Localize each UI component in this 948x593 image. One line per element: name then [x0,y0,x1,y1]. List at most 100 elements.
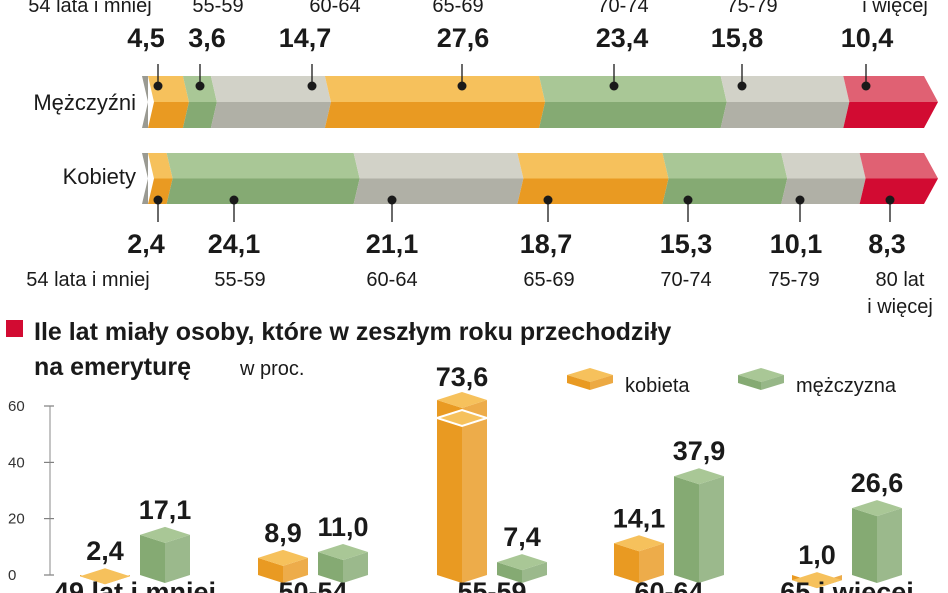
bar-segment-top-1-4 [662,153,788,179]
top-category-label-3: 65-69 [432,0,483,17]
value-label-1-4: 15,3 [660,229,713,259]
clip-break-marker-2 [433,408,491,428]
value-label-1-0: 2,4 [127,229,165,259]
bar-segment-top-0-4 [539,76,727,102]
bottom-category-label-4: 70-74 [660,269,711,291]
column-1-2 [497,554,547,583]
marker-dot-1-1 [229,195,239,205]
bar-segment-top-1-1 [166,153,360,179]
bar-segment-0-4 [539,102,727,128]
column-value-label-0-4: 1,0 [798,540,836,570]
top-category-label-4: 70-74 [597,0,648,17]
bar-segment-0-1 [182,102,217,128]
marker-dot-1-0 [153,195,163,205]
bottom-category-label-2: 60-64 [366,269,417,291]
marker-dot-0-4 [609,81,619,91]
column-value-label-1-2: 7,4 [503,522,541,552]
x-category-label-1: 50-54 [278,577,347,593]
marker-dot-1-2 [387,195,397,205]
column-1-1 [318,544,368,583]
column-value-label-1-4: 26,6 [851,468,904,498]
value-label-1-5: 10,1 [770,229,823,259]
bar-segment-top-1-3 [517,153,669,179]
bar-segment-0-5 [720,102,850,128]
value-label-1-2: 21,1 [366,229,419,259]
y-tick-label-2: 40 [8,454,25,471]
chart-title-line-1: na emeryturę [34,353,191,381]
marker-dot-1-5 [795,195,805,205]
value-label-0-5: 15,8 [711,23,764,53]
grouped-column-chart: Ile lat miały osoby, które w zeszłym rok… [6,318,914,593]
title-marker-square [6,320,23,337]
marker-dot-0-3 [457,81,467,91]
bar-segment-top-0-3 [324,76,546,102]
column-value-label-1-1: 11,0 [317,512,368,542]
top-category-label-1: 55-59 [192,0,243,17]
bar-segment-1-0 [148,178,173,204]
bar-segment-1-1 [166,178,360,204]
bar-end-cap-0 [142,76,148,128]
bar-segment-top-1-2 [353,153,524,179]
top-category-label-5: 75-79 [726,0,777,17]
column-value-label-0-0: 2,4 [86,536,124,566]
bottom-category-label-5: 75-79 [768,269,819,291]
value-label-0-2: 14,7 [279,23,332,53]
column-0-4 [792,572,842,589]
bar-segment-0-2 [210,102,331,128]
column-0-1 [258,549,308,583]
column-value-label-0-2: 73,6 [436,362,489,392]
value-label-0-6: 10,4 [841,23,894,53]
column-value-label-1-3: 37,9 [673,436,726,466]
top-category-label-6: i więcej [862,0,928,17]
bar-segment-0-6 [843,102,938,128]
stacked-bar-chart: Mężczyźni 4,5 3,6 14,7 27,6 23,4 15,8 10,4 Kobie… [26,0,938,318]
marker-dot-1-4 [683,195,693,205]
legend-swatch-kobieta [567,368,613,390]
bar-segment-top-0-0 [148,76,189,102]
x-category-label-3: 60-64 [634,577,703,593]
x-category-label-0: 49 lat i mniej [54,577,216,593]
bar-segment-1-3 [517,178,669,204]
bar-segment-0-3 [324,102,546,128]
value-label-1-6: 8,3 [868,229,906,259]
bar-segment-top-1-0 [148,153,173,179]
column-1-0 [140,526,190,583]
marker-dot-0-1 [195,81,205,91]
bar-segment-1-5 [781,178,866,204]
marker-dot-0-0 [153,81,163,91]
marker-dot-0-6 [861,81,871,91]
y-tick-label-0: 0 [8,567,16,584]
bar-segment-1-4 [662,178,788,204]
legend-label-mezczyzna: mężczyzna [796,375,897,397]
value-label-1-3: 18,7 [520,229,573,259]
value-label-0-0: 4,5 [127,23,165,53]
x-category-label-2: 55-59 [457,577,526,593]
column-1-3 [674,468,724,583]
column-0-2 [433,392,491,583]
row-label-0: Mężczyźni [33,90,136,115]
column-1-4 [852,500,902,583]
y-tick-label-3: 60 [8,398,25,415]
top-category-label-0: 54 lata i mniej [28,0,151,17]
marker-dot-1-6 [885,195,895,205]
bottom-category-label-6-1: i więcej [867,296,933,318]
marker-dot-0-5 [737,81,747,91]
row-label-1: Kobiety [63,164,136,189]
column-value-label-0-3: 14,1 [613,503,666,533]
bar-segment-1-6 [859,178,938,204]
column-0-3 [614,535,664,583]
column-value-label-0-1: 8,9 [264,518,302,548]
bar-segment-top-1-5 [781,153,866,179]
legend-label-kobieta: kobieta [625,375,690,397]
bar-segment-1-2 [353,178,524,204]
bar-segment-0-0 [148,102,189,128]
column-0-0 [80,568,130,585]
value-label-0-4: 23,4 [596,23,649,53]
bar-segment-top-1-6 [859,153,938,179]
marker-dot-0-2 [307,81,317,91]
legend-swatch-mezczyzna [738,368,784,390]
y-tick-label-1: 20 [8,511,25,528]
bar-segment-top-0-2 [210,76,331,102]
chart-title-line-0: Ile lat miały osoby, które w zeszłym rok… [34,318,671,346]
